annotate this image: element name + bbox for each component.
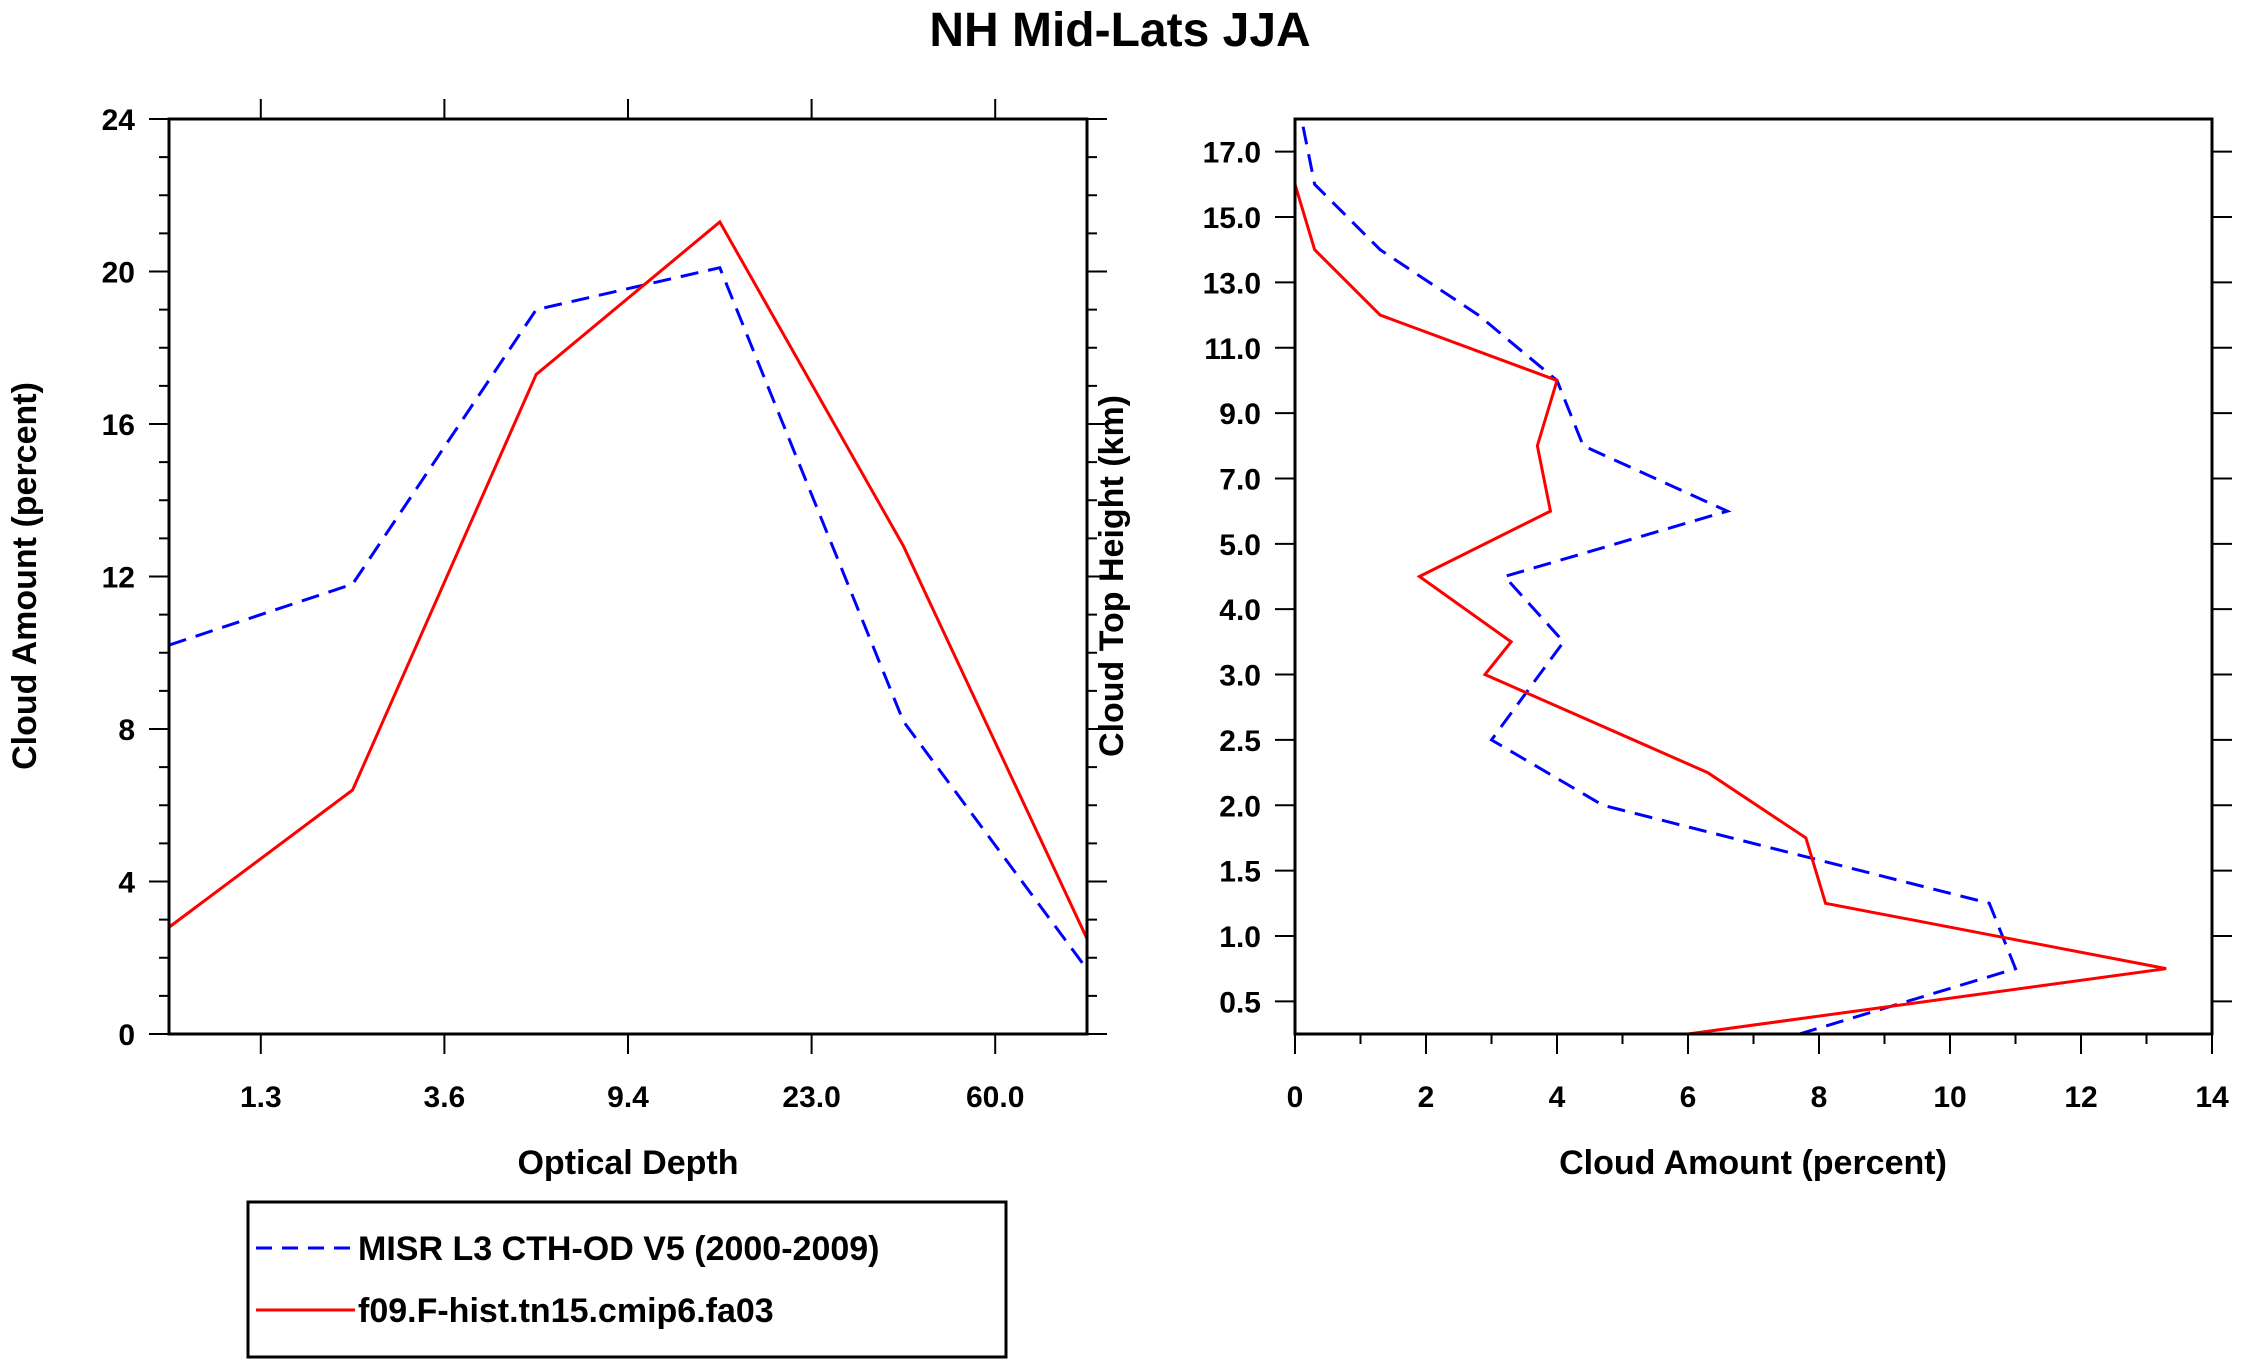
right-x-tick-label: 12 bbox=[2064, 1081, 2097, 1114]
chart-left: 0 4 8 12 16 20 24 1.3 3.6 9.4 23.0 60.0 Optical Dep… bbox=[6, 99, 1107, 1182]
left-plot-frame bbox=[167, 117, 1089, 1036]
right-y-tick-label: 17.0 bbox=[1203, 137, 1261, 170]
right-y-tick-label: 0.5 bbox=[1219, 986, 1261, 1019]
legend: MISR L3 CTH-OD V5 (2000-2009) f09.F-hist… bbox=[246, 1200, 1008, 1359]
left-x-tick-label: 60.0 bbox=[966, 1081, 1024, 1114]
right-y-tick-label: 2.5 bbox=[1219, 725, 1261, 758]
left-y-tick-label: 4 bbox=[118, 867, 135, 900]
right-y-tick-label: 1.5 bbox=[1219, 856, 1261, 889]
left-series-model-line bbox=[168, 219, 1089, 940]
right-y-tick-label: 5.0 bbox=[1219, 529, 1261, 562]
right-series-group bbox=[1293, 118, 2167, 1036]
right-y-tick-label: 3.0 bbox=[1219, 660, 1261, 693]
right-y-tick-label: 9.0 bbox=[1219, 398, 1261, 431]
right-x-tick-label: 2 bbox=[1418, 1081, 1435, 1114]
right-y-tick-label: 7.0 bbox=[1219, 463, 1261, 496]
right-y-tick-label: 13.0 bbox=[1203, 267, 1261, 300]
right-y-tick-label: 2.0 bbox=[1219, 790, 1261, 823]
right-x-tick-label: 6 bbox=[1680, 1081, 1697, 1114]
left-series-group bbox=[168, 219, 1089, 971]
legend-obs-label: MISR L3 CTH-OD V5 (2000-2009) bbox=[358, 1230, 880, 1268]
chart-right: 0 2 4 6 8 10 12 14 0.5 1.0 1.5 2.0 2.5 3.0 4.0 5.0 7.0 9.… bbox=[1093, 117, 2232, 1182]
right-series-model-line bbox=[1293, 183, 2167, 1036]
left-series-obs-line bbox=[168, 265, 1089, 971]
left-x-tick-label: 1.3 bbox=[240, 1081, 282, 1114]
left-y-tick-label: 8 bbox=[118, 714, 135, 747]
left-x-axis-label: Optical Depth bbox=[517, 1144, 738, 1182]
right-series-obs-line bbox=[1300, 118, 2018, 1036]
right-y-tick-label: 4.0 bbox=[1219, 594, 1261, 627]
left-y-tick-label: 12 bbox=[102, 562, 135, 595]
right-x-tick-label: 4 bbox=[1549, 1081, 1566, 1114]
right-y-tick-label: 11.0 bbox=[1204, 333, 1261, 366]
left-y-axis-label: Cloud Amount (percent) bbox=[6, 382, 44, 770]
right-x-tick-label: 14 bbox=[2195, 1081, 2229, 1114]
left-y-tick-label: 24 bbox=[102, 104, 136, 137]
right-x-tick-label: 0 bbox=[1287, 1081, 1304, 1114]
left-x-tick-label: 23.0 bbox=[782, 1081, 840, 1114]
left-y-tick-label: 16 bbox=[102, 409, 135, 442]
left-y-tick-label: 0 bbox=[118, 1019, 135, 1052]
legend-box bbox=[246, 1200, 1008, 1359]
right-y-tick-label: 1.0 bbox=[1219, 921, 1261, 954]
right-ticks-group: 0 2 4 6 8 10 12 14 0.5 1.0 1.5 2.0 2.5 3.0 4.0 5.0 7.0 9.… bbox=[1203, 137, 2232, 1114]
right-plot-frame bbox=[1293, 117, 2214, 1036]
right-x-tick-label: 10 bbox=[1933, 1081, 1966, 1114]
right-y-axis-label: Cloud Top Height (km) bbox=[1093, 395, 1131, 757]
right-x-tick-label: 8 bbox=[1811, 1081, 1828, 1114]
left-x-tick-label: 3.6 bbox=[424, 1081, 466, 1114]
right-y-tick-label: 15.0 bbox=[1203, 202, 1261, 235]
left-ticks-group: 0 4 8 12 16 20 24 1.3 3.6 9.4 23.0 60.0 bbox=[102, 99, 1107, 1114]
left-x-tick-label: 9.4 bbox=[607, 1081, 649, 1114]
legend-model-label: f09.F-hist.tn15.cmip6.fa03 bbox=[358, 1292, 774, 1330]
figure-title: NH Mid-Lats JJA bbox=[929, 4, 1310, 57]
left-y-tick-label: 20 bbox=[102, 257, 135, 290]
right-x-axis-label: Cloud Amount (percent) bbox=[1559, 1144, 1947, 1182]
